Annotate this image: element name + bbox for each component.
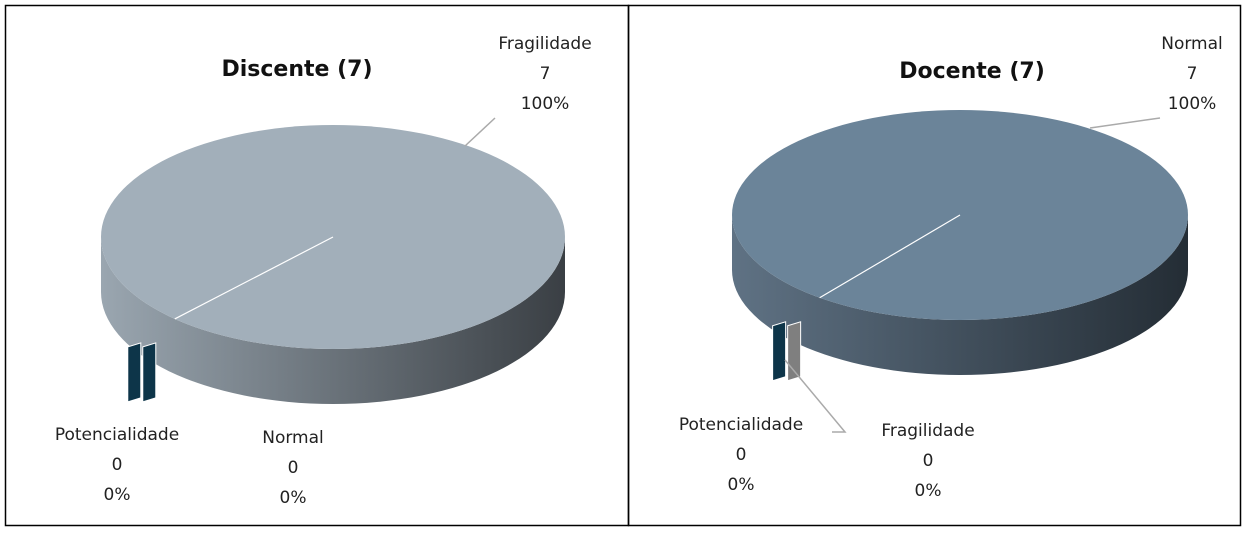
data-label-name: Fragilidade xyxy=(881,421,974,441)
data-label-name: Normal xyxy=(262,428,324,448)
data-label-name: Normal xyxy=(1161,34,1223,54)
pie-side xyxy=(732,215,1188,375)
data-label-value: 7 xyxy=(540,64,551,84)
data-label-name: Fragilidade xyxy=(498,34,591,54)
slice-divider xyxy=(819,214,961,299)
pie-slice-zero xyxy=(127,342,142,403)
data-label-value: 0 xyxy=(736,445,747,465)
leader-line xyxy=(464,117,496,147)
data-label-name: Potencialidade xyxy=(55,425,179,445)
chart-title: Discente (7) xyxy=(221,57,372,82)
data-label-value: 0 xyxy=(923,451,934,471)
data-label-name: Potencialidade xyxy=(679,415,803,435)
chart-title: Docente (7) xyxy=(899,59,1045,84)
slice-divider xyxy=(174,236,334,320)
data-label-value: 0 xyxy=(288,458,299,478)
pie-slice-zero xyxy=(772,321,787,382)
panel xyxy=(627,4,1242,527)
pie-slice-zero xyxy=(142,342,157,403)
leader-line xyxy=(784,359,847,433)
leader-line xyxy=(1089,117,1161,129)
data-label-percent: 0% xyxy=(280,488,307,508)
data-label-percent: 0% xyxy=(915,481,942,501)
pie-side xyxy=(101,237,565,404)
data-label-value: 7 xyxy=(1187,64,1198,84)
data-label-percent: 0% xyxy=(104,485,131,505)
data-label-percent: 100% xyxy=(1168,94,1217,114)
data-label-percent: 100% xyxy=(521,94,570,114)
data-label-value: 0 xyxy=(112,455,123,475)
data-label-percent: 0% xyxy=(728,475,755,495)
